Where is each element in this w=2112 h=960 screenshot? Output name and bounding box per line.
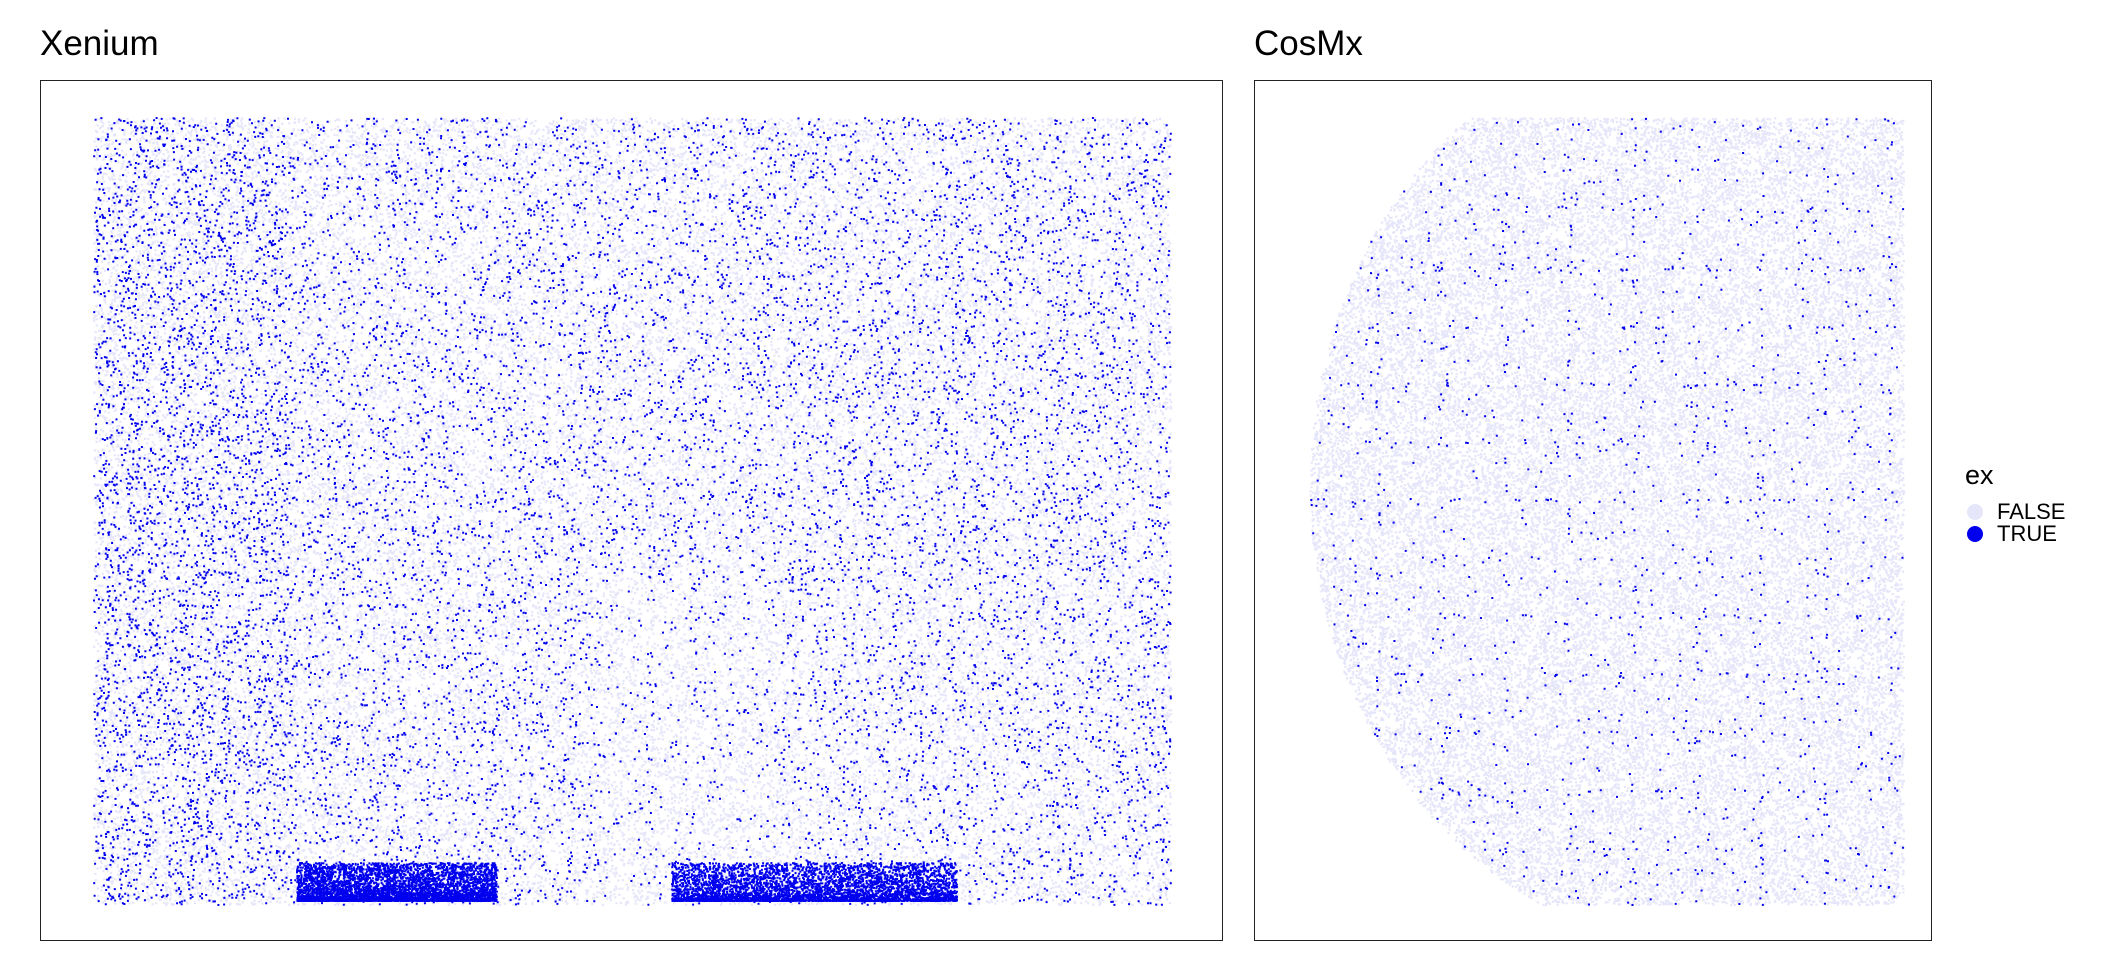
cosmx-scatter	[1309, 117, 1906, 907]
cosmx-panel-title: CosMx	[1254, 24, 1363, 63]
series-true-points	[93, 117, 1172, 906]
legend: ex FALSE TRUE	[1965, 462, 2065, 545]
legend-label-false: FALSE	[1997, 499, 2066, 524]
cosmx-plot-panel	[1254, 80, 1932, 941]
legend-item-false: FALSE	[1965, 501, 2065, 523]
legend-key-false	[1967, 504, 1983, 520]
series-false-points	[1309, 117, 1906, 907]
legend-key-true	[1967, 526, 1983, 542]
legend-label-true: TRUE	[1997, 521, 2057, 546]
legend-item-true: TRUE	[1965, 523, 2065, 545]
xenium-panel-title: Xenium	[40, 24, 159, 63]
xenium-scatter	[93, 117, 1173, 907]
series-false-points	[93, 117, 1173, 907]
legend-title: ex	[1965, 460, 1994, 490]
xenium-plot-panel	[40, 80, 1223, 941]
